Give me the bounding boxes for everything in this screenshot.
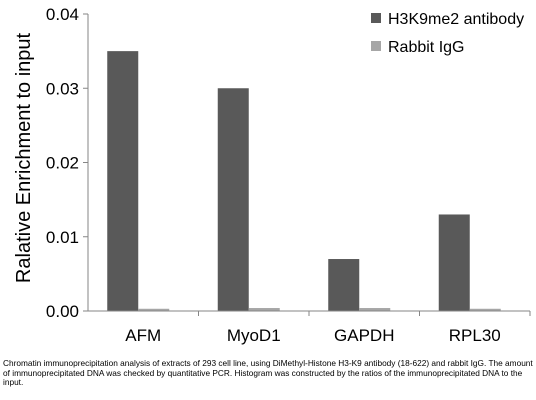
bar-rabbit-igg	[469, 308, 501, 311]
bar-rabbit-igg	[359, 308, 391, 311]
y-tick-label: 0.03	[46, 79, 79, 98]
bar-h3k9me2	[328, 259, 360, 311]
x-tick-label: RPL30	[449, 326, 501, 345]
figure-caption: Chromatin immunoprecipitation analysis o…	[3, 358, 533, 387]
y-tick-label: 0.00	[46, 302, 79, 321]
bar-h3k9me2	[217, 88, 249, 311]
x-tick-label: GAPDH	[334, 326, 394, 345]
bar-chart: 0.00 0.01 0.02 0.03 0.04 AFM MyoD1 GAPDH RPL30 R…	[13, 5, 531, 345]
y-tick-label: 0.02	[46, 154, 79, 173]
bar-rabbit-igg	[248, 308, 280, 311]
bar-h3k9me2	[107, 51, 139, 311]
y-axis-title: Ralative Enrichment to input	[13, 33, 35, 284]
y-tick-label: 0.04	[46, 5, 79, 24]
x-tick-label: MyoD1	[227, 326, 281, 345]
legend-label: Rabbit IgG	[388, 39, 464, 56]
bar-h3k9me2	[438, 214, 470, 311]
bar-rabbit-igg	[138, 308, 170, 311]
legend-swatch	[371, 41, 381, 51]
legend: H3K9me2 antibody Rabbit IgG	[371, 11, 524, 56]
y-tick-label: 0.01	[46, 228, 79, 247]
legend-swatch	[371, 13, 381, 23]
x-tick-label: AFM	[125, 326, 161, 345]
legend-label: H3K9me2 antibody	[388, 11, 524, 28]
